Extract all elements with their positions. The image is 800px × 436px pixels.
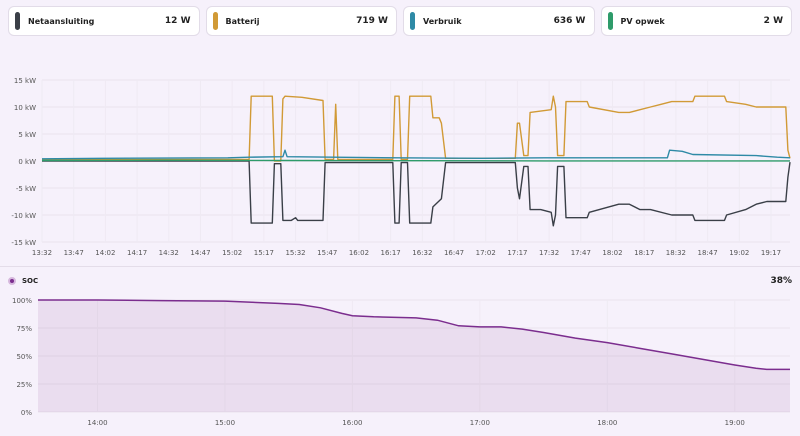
x-tick-label: 17:00 [470, 419, 490, 427]
x-tick-label: 19:17 [761, 249, 781, 257]
color-bar [410, 12, 415, 30]
soc-value: 38% [770, 276, 792, 286]
card-name: Netaansluiting [28, 16, 95, 26]
series-line-batterij [42, 95, 791, 162]
x-tick-label: 18:17 [634, 249, 654, 257]
card-name: PV opwek [620, 16, 665, 26]
x-tick-label: 15:17 [254, 249, 274, 257]
x-tick-label: 15:02 [222, 249, 242, 257]
series-line-verbruik [41, 149, 791, 160]
y-tick-label: -10 kW [11, 212, 36, 220]
y-tick-label: 0 kW [18, 158, 36, 166]
y-tick-label: 15 kW [14, 77, 36, 85]
y-tick-label: 10 kW [14, 104, 36, 112]
y-tick-label: 100% [12, 297, 32, 305]
x-tick-label: 15:47 [317, 249, 337, 257]
color-bar [15, 12, 20, 30]
card-netaansluiting[interactable]: Netaansluiting 12 W [8, 6, 200, 36]
x-tick-label: 18:02 [602, 249, 622, 257]
card-batterij[interactable]: Batterij 719 W [205, 6, 397, 36]
series-line-netaansluiting [42, 160, 791, 227]
card-name: Verbruik [423, 16, 462, 26]
power-line-chart[interactable]: 15 kW 10 kW 5 kW 0 kW -5 kW -10 kW -15 kW 13:32… [0, 66, 800, 262]
soc-area-chart[interactable]: 100% 75% 50% 25% 0% 14:00 15:00 16:00 17:00 18:00… [0, 292, 800, 436]
y-tick-label: 25% [16, 381, 32, 389]
color-bar [607, 12, 613, 30]
x-tick-label: 14:02 [95, 249, 115, 257]
x-tick-label: 16:02 [349, 249, 369, 257]
soc-legend-dot [8, 277, 16, 285]
x-tick-label: 19:00 [725, 419, 745, 427]
x-tick-label: 14:17 [127, 249, 147, 257]
x-tick-label: 14:32 [159, 249, 179, 257]
x-tick-label: 18:00 [597, 419, 617, 427]
card-name: Batterij [225, 16, 260, 26]
x-tick-label: 16:47 [444, 249, 464, 257]
summary-cards: Netaansluiting 12 W Batterij 719 W Verbr… [8, 6, 792, 36]
card-value: 719 W [356, 16, 388, 26]
card-value: 2 W [763, 16, 783, 26]
x-tick-label: 14:47 [190, 249, 210, 257]
x-tick-label: 17:02 [476, 249, 496, 257]
y-tick-label: 75% [16, 325, 32, 333]
x-tick-label: 17:32 [539, 249, 559, 257]
soc-label: SOC [22, 277, 39, 285]
x-tick-label: 19:02 [729, 249, 749, 257]
y-tick-label: 50% [16, 353, 32, 361]
y-tick-label: -5 kW [16, 185, 36, 193]
card-value: 12 W [164, 16, 191, 26]
section-divider [0, 266, 800, 267]
x-tick-label: 14:00 [87, 419, 107, 427]
x-tick-label: 17:17 [507, 249, 527, 257]
x-tick-label: 17:47 [571, 249, 591, 257]
soc-area-fill [38, 300, 790, 412]
x-tick-label: 13:32 [32, 249, 52, 257]
y-tick-label: -15 kW [11, 239, 36, 247]
series-line-pv-opwek [41, 159, 790, 162]
card-verbruik[interactable]: Verbruik 636 W [403, 6, 595, 36]
series-line-soc [38, 299, 790, 371]
x-tick-label: 16:17 [381, 249, 401, 257]
x-tick-label: 15:32 [285, 249, 305, 257]
card-value: 636 W [553, 16, 586, 26]
y-tick-label: 5 kW [18, 131, 36, 139]
x-tick-label: 15:00 [215, 419, 235, 427]
x-tick-label: 18:32 [666, 249, 686, 257]
x-tick-label: 18:47 [697, 249, 717, 257]
x-tick-label: 16:00 [342, 419, 362, 427]
x-tick-label: 13:47 [64, 249, 84, 257]
color-bar [212, 12, 218, 30]
x-tick-label: 16:32 [412, 249, 432, 257]
card-pv-opwek[interactable]: PV opwek 2 W [600, 6, 792, 36]
soc-header[interactable]: SOC 38% [8, 274, 792, 288]
y-tick-label: 0% [21, 409, 32, 417]
